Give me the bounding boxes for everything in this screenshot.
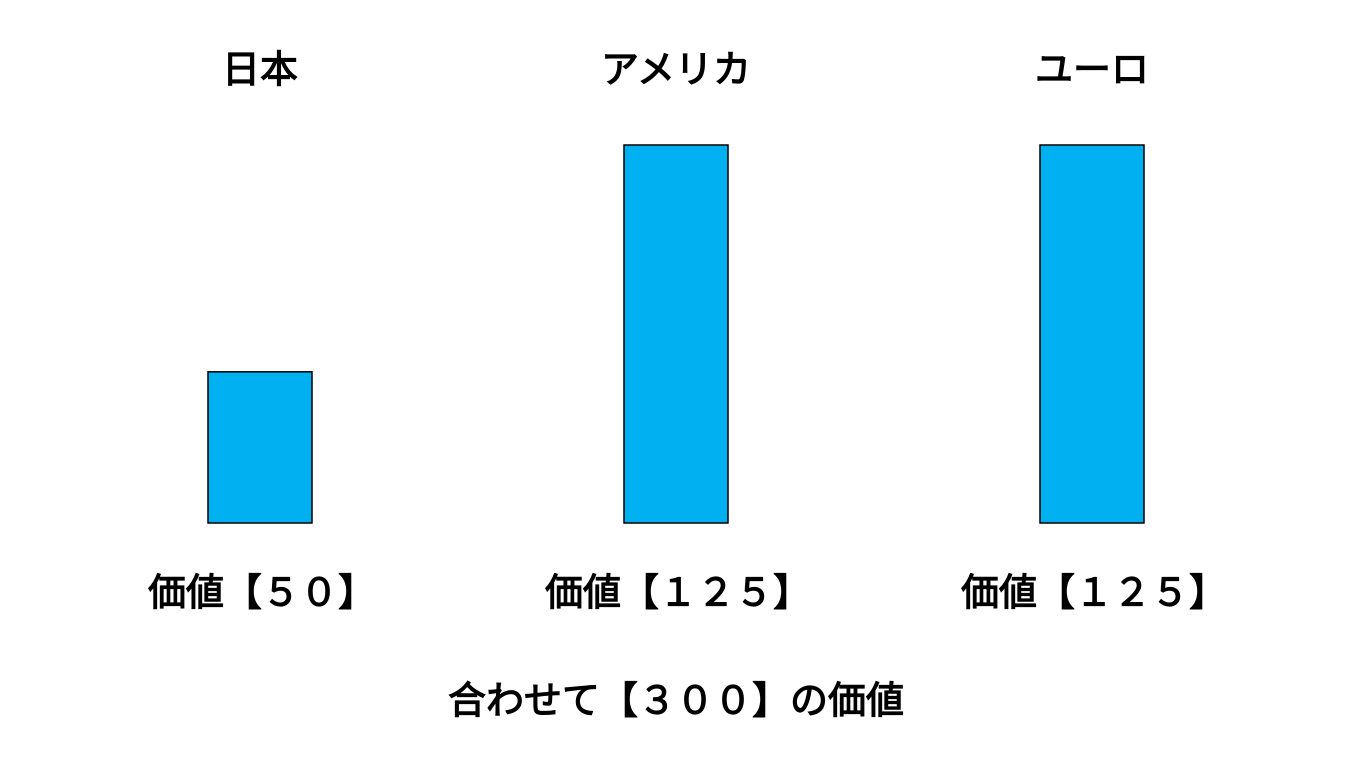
value-label: 価値【１２５】 bbox=[544, 571, 811, 615]
category-label: 日本 bbox=[222, 48, 298, 92]
category-label: アメリカ bbox=[601, 48, 751, 92]
annotation: 合わせて【３００】の価値 bbox=[448, 679, 904, 723]
category-label: ユーロ bbox=[1035, 48, 1149, 92]
bar bbox=[1039, 144, 1145, 524]
bar bbox=[207, 371, 313, 524]
value-label: 価値【５０】 bbox=[147, 571, 376, 615]
bar bbox=[623, 144, 729, 524]
value-label: 価値【１２５】 bbox=[960, 571, 1227, 615]
